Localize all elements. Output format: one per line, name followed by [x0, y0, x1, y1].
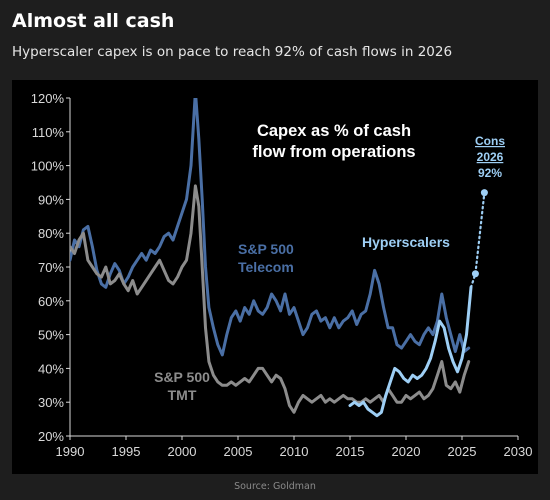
cons-label-line-2: 2026 — [477, 150, 504, 164]
x-tick-label: 2020 — [392, 444, 421, 459]
series-line-s-p-500-tmt — [70, 184, 471, 414]
tmt-label-line-1: S&P 500 — [154, 369, 210, 385]
tmt-label-line-2: TMT — [168, 387, 197, 403]
cons-label-line-3: 92% — [478, 166, 502, 180]
x-tick-label: 2030 — [504, 444, 533, 459]
x-tick-label: 2005 — [224, 444, 253, 459]
x-tick-label: 2025 — [448, 444, 477, 459]
telecom-label-line-1: S&P 500 — [238, 241, 294, 257]
series-lines — [70, 98, 488, 418]
y-tick-label: 80% — [38, 226, 64, 241]
y-tick-label: 40% — [38, 361, 64, 376]
cons-label-line-1: Cons — [475, 134, 505, 148]
hyperscalers-label: Hyperscalers — [362, 234, 450, 250]
page-title: Almost all cash — [12, 10, 175, 32]
y-tick-label: 60% — [38, 294, 64, 309]
y-tick-label: 70% — [38, 260, 64, 275]
x-tick-label: 1990 — [56, 444, 85, 459]
inner-title-line-1: Capex as % of cash — [257, 122, 411, 140]
y-tick-label: 110% — [32, 125, 65, 140]
source-note: Source: Goldman — [234, 481, 316, 492]
x-tick-label: 1995 — [112, 444, 141, 459]
series-line-s-p-500-telecom — [70, 98, 471, 357]
y-tick-label: 100% — [31, 159, 65, 174]
projection-2026-marker — [480, 189, 488, 197]
telecom-label-line-2: Telecom — [238, 259, 294, 275]
y-tick-label: 30% — [38, 395, 64, 410]
x-tick-label: 2010 — [280, 444, 309, 459]
y-tick-label: 50% — [38, 328, 64, 343]
annotations: Capex as % of cash flow from operations … — [154, 122, 505, 403]
y-tick-label: 20% — [38, 429, 64, 444]
x-tick-label: 2015 — [336, 444, 365, 459]
inner-title-line-2: flow from operations — [252, 143, 415, 161]
projection-point-marker — [471, 270, 479, 278]
x-tick-label: 2000 — [168, 444, 197, 459]
y-tick-label: 120% — [31, 91, 65, 106]
chart-panel: 20% 30% 40% 50% 60% 70% 80% 90% 100% 110% 120% 1990… — [12, 80, 538, 474]
y-tick-label: 90% — [38, 192, 64, 207]
chart: 20% 30% 40% 50% 60% 70% 80% 90% 100% 110% 120% 1990… — [31, 91, 533, 459]
series-line-hyperscalers — [348, 285, 473, 418]
axes: 20% 30% 40% 50% 60% 70% 80% 90% 100% 110% 120% 1990… — [31, 91, 533, 459]
page-subtitle: Hyperscaler capex is on pace to reach 92… — [12, 44, 453, 60]
